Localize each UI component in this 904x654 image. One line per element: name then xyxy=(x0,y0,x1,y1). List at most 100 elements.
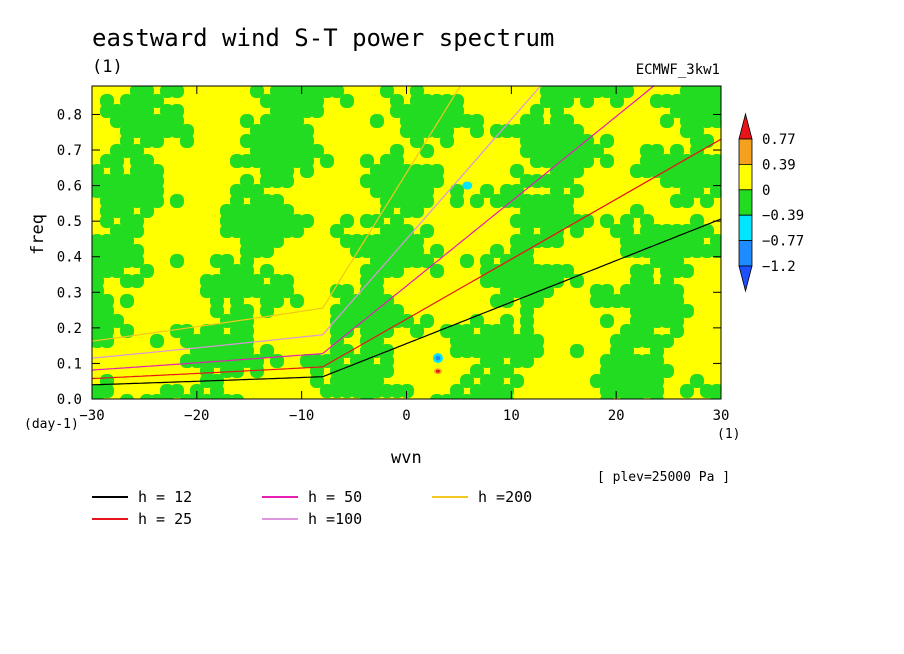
field-negative-cell xyxy=(290,134,304,148)
field-negative-cell xyxy=(260,284,274,298)
field-negative-cell xyxy=(340,304,354,318)
colorbar-label: 0 xyxy=(762,183,770,199)
field-negative-cell xyxy=(570,164,584,178)
field-negative-cell xyxy=(400,104,414,118)
field-negative-cell xyxy=(260,164,274,178)
field-negative-cell xyxy=(500,184,514,198)
field-negative-cell xyxy=(690,94,704,108)
field-negative-cell xyxy=(460,334,474,348)
field-negative-cell xyxy=(620,364,634,378)
field-negative-cell xyxy=(220,364,234,378)
field-negative-cell xyxy=(330,354,344,368)
field-negative-cell xyxy=(390,104,404,118)
field-negative-cell xyxy=(120,244,134,258)
field-negative-cell xyxy=(110,184,124,198)
field-negative-cell xyxy=(600,134,614,148)
field-negative-cell xyxy=(590,374,604,388)
field-negative-cell xyxy=(620,214,634,228)
field-negative-cell xyxy=(380,204,394,218)
field-negative-cell xyxy=(140,154,154,168)
field-negative-cell xyxy=(560,264,574,278)
field-negative-cell xyxy=(130,194,144,208)
field-negative-cell xyxy=(540,204,554,218)
field-negative-cell xyxy=(270,204,284,218)
field-negative-cell xyxy=(610,94,624,108)
field-negative-cell xyxy=(640,154,654,168)
field-negative-cell xyxy=(430,104,444,118)
field-negative-cell xyxy=(140,184,154,198)
field-negative-cell xyxy=(640,364,654,378)
field-negative-cell xyxy=(120,124,134,138)
field-negative-cell xyxy=(100,174,114,188)
field-negative-cell xyxy=(590,294,604,308)
field-negative-cell xyxy=(120,144,134,158)
field-negative-cell xyxy=(540,194,554,208)
field-negative-cell xyxy=(710,244,721,258)
field-negative-cell xyxy=(580,94,594,108)
dispersion-curve-h50 xyxy=(92,86,655,371)
field-negative-cell xyxy=(640,314,654,328)
field-negative-cell xyxy=(170,124,184,138)
field-negative-cell xyxy=(160,394,174,399)
field-negative-cell xyxy=(640,374,654,388)
field-negative-cell xyxy=(690,134,704,148)
field-negative-cell xyxy=(270,94,284,108)
field-negative-cell xyxy=(440,124,454,138)
field-negative-cell xyxy=(150,134,164,148)
field-negative-cell xyxy=(450,194,464,208)
field-negative-cell xyxy=(610,374,624,388)
field-negative-cell xyxy=(220,204,234,218)
colorbar-label: 0.39 xyxy=(762,157,796,173)
field-negative-cell xyxy=(520,174,534,188)
field-negative-cell xyxy=(130,244,144,258)
field-negative-cell xyxy=(660,364,674,378)
field-negative-cell xyxy=(550,234,564,248)
field-negative-cell xyxy=(210,274,224,288)
field-negative-cell xyxy=(170,254,184,268)
field-negative-cell xyxy=(600,394,614,399)
field-negative-cell xyxy=(100,384,114,398)
field-negative-cell xyxy=(320,384,334,398)
field-negative-cell xyxy=(410,124,424,138)
field-negative-cell xyxy=(690,114,704,128)
field-negative-cell xyxy=(260,234,274,248)
field-negative-cell xyxy=(390,144,404,158)
field-negative-cell xyxy=(350,384,364,398)
field-negative-cell xyxy=(660,334,674,348)
field-negative-cell xyxy=(650,284,664,298)
field-negative-cell xyxy=(170,194,184,208)
field-negative-cell xyxy=(270,234,284,248)
field-negative-cell xyxy=(290,124,304,138)
field-negative-cell xyxy=(140,164,154,178)
field-negative-cell xyxy=(530,104,544,118)
field-negative-cell xyxy=(520,314,534,328)
field-negative-cell xyxy=(120,194,134,208)
field-negative-cell xyxy=(390,154,404,168)
field-negative-cell xyxy=(250,134,264,148)
field-negative-cell xyxy=(640,324,654,338)
field-negative-cell xyxy=(230,294,244,308)
field-negative-cell xyxy=(560,94,574,108)
field-negative-cell xyxy=(170,384,184,398)
field-negative-cell xyxy=(640,384,654,398)
power-spectrum-field xyxy=(92,86,721,399)
field-negative-cell xyxy=(410,324,424,338)
field-negative-cell xyxy=(610,354,624,368)
field-negative-cell xyxy=(350,234,364,248)
field-negative-cell xyxy=(680,124,694,138)
y-tick-label: 0.3 xyxy=(57,285,82,301)
field-negative-cell xyxy=(610,384,624,398)
field-negative-cell xyxy=(550,274,564,288)
y-tick-label: 0.1 xyxy=(57,356,82,372)
field-negative-cell xyxy=(200,324,214,338)
field-negative-cell xyxy=(650,374,664,388)
field-negative-cell xyxy=(230,204,244,218)
field-negative-cell xyxy=(120,274,134,288)
field-negative-cell xyxy=(530,154,544,168)
field-negative-cell xyxy=(380,194,394,208)
field-negative-cell xyxy=(710,394,721,399)
field-negative-cell xyxy=(360,364,374,378)
field-negative-cell xyxy=(610,334,624,348)
field-negative-cell xyxy=(250,354,264,368)
field-negative-cell xyxy=(480,254,494,268)
